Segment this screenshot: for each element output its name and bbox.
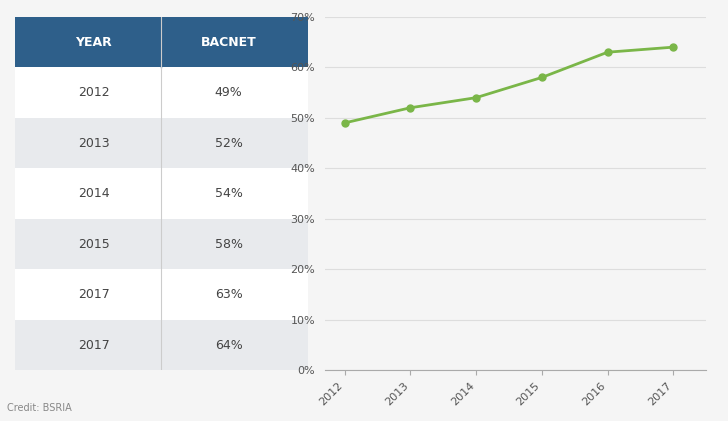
- Text: 64%: 64%: [215, 339, 242, 352]
- FancyBboxPatch shape: [15, 320, 308, 370]
- FancyBboxPatch shape: [15, 67, 308, 118]
- Text: 2017: 2017: [78, 288, 110, 301]
- Text: 2013: 2013: [78, 137, 110, 149]
- FancyBboxPatch shape: [15, 219, 308, 269]
- Text: 54%: 54%: [215, 187, 242, 200]
- FancyBboxPatch shape: [15, 269, 308, 320]
- Text: BACNET: BACNET: [201, 36, 256, 48]
- FancyBboxPatch shape: [15, 168, 308, 219]
- Text: 58%: 58%: [215, 238, 242, 250]
- Text: 2017: 2017: [78, 339, 110, 352]
- FancyBboxPatch shape: [15, 118, 308, 168]
- Text: 63%: 63%: [215, 288, 242, 301]
- FancyBboxPatch shape: [15, 17, 308, 67]
- Text: Credit: BSRIA: Credit: BSRIA: [7, 402, 72, 413]
- Text: 2012: 2012: [78, 86, 110, 99]
- Text: 52%: 52%: [215, 137, 242, 149]
- Text: YEAR: YEAR: [76, 36, 112, 48]
- Text: 2014: 2014: [78, 187, 110, 200]
- Text: 2015: 2015: [78, 238, 110, 250]
- Text: 49%: 49%: [215, 86, 242, 99]
